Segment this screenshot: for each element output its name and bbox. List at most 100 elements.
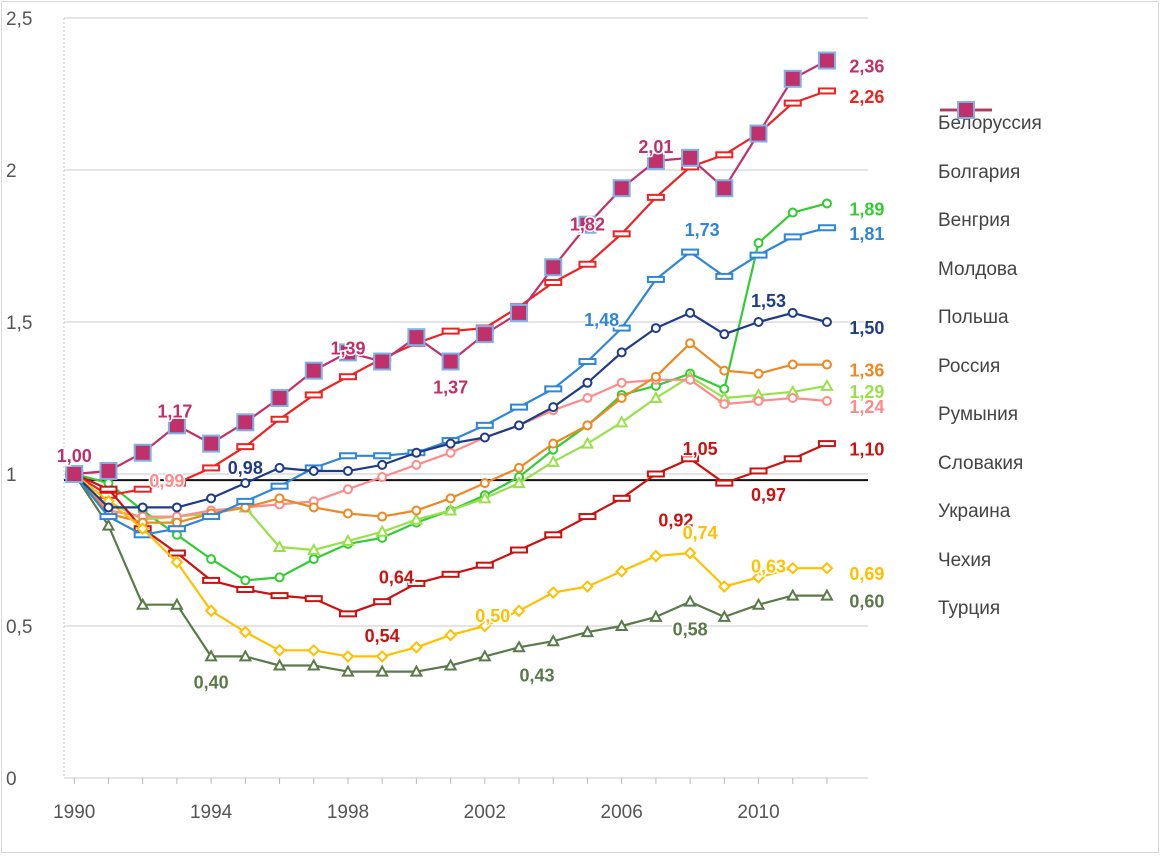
data-point bbox=[342, 508, 353, 519]
series-Польша bbox=[65, 87, 836, 499]
data-point bbox=[581, 580, 594, 593]
data-point bbox=[308, 465, 319, 476]
data-point bbox=[820, 378, 834, 391]
data-point bbox=[202, 434, 221, 453]
data-label: 0,58 bbox=[673, 620, 708, 640]
data-label: 0,98 bbox=[228, 458, 263, 478]
data-point bbox=[65, 465, 84, 483]
x-tick-label: 2010 bbox=[737, 802, 779, 823]
data-point bbox=[749, 251, 768, 259]
data-point bbox=[202, 513, 221, 521]
data-point bbox=[407, 328, 426, 347]
data-point bbox=[817, 440, 836, 448]
data-point bbox=[715, 179, 734, 198]
data-point bbox=[133, 485, 152, 493]
data-label: 0,92 bbox=[658, 510, 693, 530]
data-point bbox=[719, 329, 730, 340]
data-point bbox=[821, 396, 832, 407]
data-point bbox=[646, 151, 665, 170]
data-point bbox=[240, 575, 251, 586]
chart-legend: Белоруссия Болгария Венгрия Молдова Польша Ро… bbox=[938, 100, 1148, 634]
data-point bbox=[580, 625, 595, 638]
data-point bbox=[272, 658, 287, 671]
data-point bbox=[101, 518, 116, 531]
data-point bbox=[820, 588, 834, 601]
data-point bbox=[783, 99, 802, 107]
data-point bbox=[445, 493, 456, 504]
data-point bbox=[578, 260, 597, 268]
data-point bbox=[375, 664, 389, 677]
legend-label: Словакия bbox=[938, 452, 1024, 474]
y-tick-label: 1 bbox=[6, 465, 17, 486]
data-point bbox=[167, 549, 186, 557]
data-label: 0,99 bbox=[149, 471, 184, 491]
data-point bbox=[341, 649, 355, 663]
data-point bbox=[171, 502, 182, 513]
gridlines bbox=[64, 17, 868, 779]
data-point bbox=[683, 546, 697, 560]
data-point bbox=[546, 586, 560, 599]
data-point bbox=[783, 455, 802, 463]
data-point bbox=[341, 533, 355, 546]
data-point bbox=[445, 438, 456, 449]
data-point bbox=[681, 248, 700, 256]
data-point bbox=[411, 447, 422, 458]
data-point bbox=[685, 338, 696, 349]
data-label: 0,64 bbox=[379, 567, 414, 587]
data-point bbox=[546, 454, 560, 467]
data-label: 2,26 bbox=[849, 87, 884, 107]
data-point bbox=[270, 389, 289, 407]
data-point bbox=[614, 618, 629, 631]
data-point bbox=[578, 513, 597, 521]
data-label: 1,39 bbox=[330, 338, 365, 358]
data-point bbox=[206, 493, 217, 504]
data-point bbox=[475, 561, 494, 569]
series-layer bbox=[65, 51, 836, 677]
data-label: 0,63 bbox=[751, 556, 786, 576]
data-label: 1,24 bbox=[849, 397, 884, 417]
data-point bbox=[270, 592, 289, 600]
data-point bbox=[204, 649, 218, 662]
data-point bbox=[717, 609, 732, 622]
data-label: 1,48 bbox=[584, 310, 619, 330]
data-point bbox=[441, 352, 460, 371]
data-point bbox=[957, 101, 975, 119]
data-point bbox=[582, 377, 593, 388]
data-point bbox=[238, 625, 252, 639]
legend-item: Венгрия bbox=[938, 105, 1148, 246]
data-point bbox=[649, 390, 663, 403]
series-Чехия bbox=[69, 307, 832, 513]
data-point bbox=[167, 479, 186, 487]
data-point bbox=[548, 438, 559, 449]
data-point bbox=[512, 476, 526, 489]
data-point bbox=[240, 478, 251, 489]
data-point bbox=[273, 643, 286, 657]
data-point bbox=[650, 371, 661, 382]
data-point bbox=[307, 658, 321, 671]
legend-label: Чехия bbox=[938, 549, 992, 571]
data-point bbox=[510, 403, 529, 411]
data-point bbox=[817, 224, 836, 232]
data-point bbox=[616, 377, 627, 388]
data-point bbox=[304, 595, 323, 603]
data-point bbox=[681, 148, 700, 167]
data-point bbox=[685, 307, 696, 318]
data-point bbox=[646, 193, 665, 201]
data-point bbox=[375, 649, 389, 663]
series-Украина bbox=[67, 467, 834, 663]
data-point bbox=[479, 478, 490, 489]
data-label: 0,69 bbox=[849, 564, 884, 584]
data-point bbox=[342, 465, 353, 476]
data-point bbox=[238, 649, 253, 662]
data-point bbox=[546, 634, 560, 647]
data-point bbox=[270, 415, 289, 423]
data-point bbox=[715, 479, 734, 487]
data-label: 2,01 bbox=[638, 137, 673, 157]
data-point bbox=[821, 359, 832, 370]
data-point bbox=[375, 524, 389, 537]
data-point bbox=[478, 491, 492, 504]
data-point bbox=[514, 420, 525, 431]
legend-label: Польша bbox=[938, 307, 1009, 329]
data-point bbox=[411, 505, 422, 516]
